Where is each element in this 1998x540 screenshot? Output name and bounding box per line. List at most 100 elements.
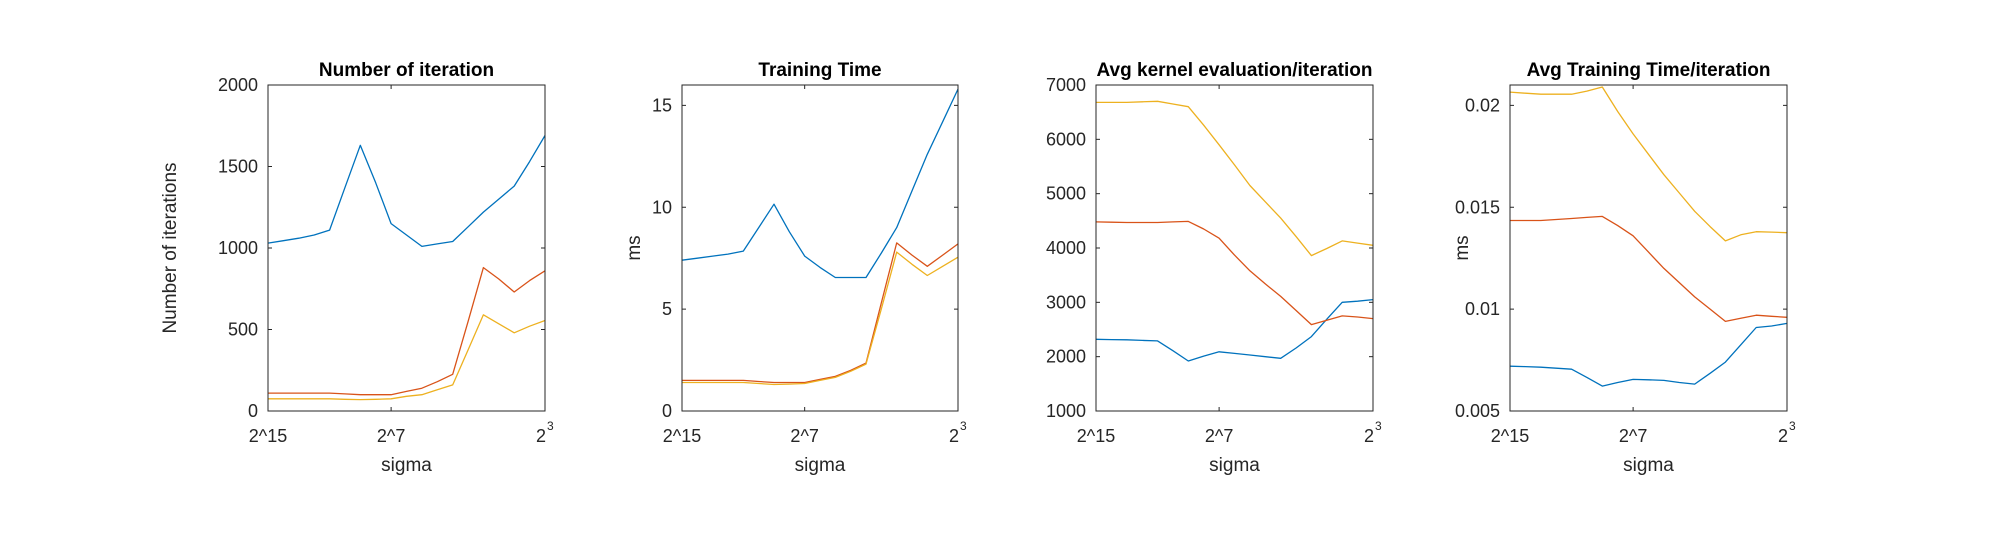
y-tick-label: 7000 [1046,75,1086,95]
y-tick-label: 0.015 [1455,197,1500,217]
x-tick-base: 2 [249,426,259,446]
x-tick-exp: 15 [267,426,287,446]
x-tick-exp: 7 [1637,426,1647,446]
x-tick-op: ^ [1087,426,1096,446]
x-tick-label: 2^7 [1205,426,1233,446]
y-tick-label: 1500 [218,157,258,177]
y-tick-label: 500 [228,320,258,340]
x-tick-label-text: 2^7 [1619,426,1647,446]
x-tick-label: 2^7 [1619,426,1647,446]
x-tick-label: 2^15 [249,426,288,446]
y-tick-label: 6000 [1046,129,1086,149]
y-axis-label: ms [1452,235,1473,260]
series-line-1 [1509,322,1788,387]
y-tick-label: 0 [248,401,258,421]
series-line-2 [268,266,546,396]
x-tick-label: 2^15 [663,426,702,446]
x-tick-label-text: 2^7 [377,426,405,446]
x-tick-base: 2 [1778,426,1788,446]
x-tick-exp: 7 [1223,426,1233,446]
series-line-2 [1510,215,1788,323]
x-tick-exp: 3 [1789,419,1796,433]
x-tick-label-text: 2^7 [790,426,818,446]
x-tick-label-text: 2^15 [249,426,288,446]
x-tick-label: 2^7 [377,426,405,446]
y-tick-label: 2000 [1046,347,1086,367]
y-tick-label: 0 [662,401,672,421]
axes-box [681,84,959,412]
x-tick-op: ^ [259,426,268,446]
x-axis-label: sigma [1623,455,1674,476]
y-tick-label: 0.02 [1465,95,1500,115]
chart-title: Training Time [758,60,881,81]
chart-title: Avg Training Time/iteration [1527,60,1771,81]
x-tick-base: 2 [949,426,959,446]
x-axis-label: sigma [381,455,432,476]
x-tick-label-text: 2^15 [1077,426,1116,446]
chart-title: Avg kernel evaluation/iteration [1097,60,1373,81]
x-tick-base: 2 [1205,426,1215,446]
x-tick-exp: 3 [1375,419,1382,433]
chart-title: Number of iteration [319,60,494,81]
y-axis-label: ms [624,235,645,260]
y-tick-label: 3000 [1046,292,1086,312]
x-tick-label-text: 2^7 [1205,426,1233,446]
series-line-3 [682,251,959,386]
series-line-2 [1095,220,1374,326]
x-tick-exp: 15 [1509,426,1529,446]
series-line-2 [682,242,959,384]
x-axis-label: sigma [1209,455,1260,476]
x-tick-base: 2 [790,426,800,446]
y-tick-label: 10 [652,197,672,217]
series-line-3 [1509,86,1788,242]
axes-box [1095,84,1374,412]
y-tick-label: 2000 [218,75,258,95]
x-tick-base: 2 [1491,426,1501,446]
axes-box [1509,84,1788,412]
y-tick-label: 5000 [1046,184,1086,204]
y-tick-label: 0.005 [1455,401,1500,421]
x-tick-op: ^ [800,426,809,446]
x-tick-base: 2 [663,426,673,446]
x-tick-label: 2^7 [790,426,818,446]
x-tick-op: ^ [1501,426,1510,446]
series-line-1 [681,88,959,279]
y-tick-label: 5 [662,299,672,319]
y-tick-label: 0.01 [1465,299,1500,319]
x-tick-base: 2 [536,426,546,446]
x-tick-op: ^ [1629,426,1638,446]
x-tick-exp: 3 [960,419,967,433]
x-tick-base: 2 [1077,426,1087,446]
x-tick-base: 2 [377,426,387,446]
x-tick-exp: 3 [547,419,554,433]
x-tick-label: 2^15 [1491,426,1530,446]
y-tick-label: 1000 [218,238,258,258]
x-tick-exp: 15 [681,426,701,446]
y-tick-label: 4000 [1046,238,1086,258]
x-tick-base: 2 [1364,426,1374,446]
y-tick-label: 15 [652,95,672,115]
axes-box [267,84,546,412]
y-axis-label: Number of iterations [160,162,181,333]
x-tick-op: ^ [673,426,682,446]
series-line-1 [1095,298,1374,362]
x-tick-exp: 7 [395,426,405,446]
x-tick-label: 2^15 [1077,426,1116,446]
x-tick-label-text: 2^15 [663,426,702,446]
series-line-3 [1096,100,1374,257]
x-tick-exp: 15 [1095,426,1115,446]
series-line-3 [268,314,546,401]
x-tick-base: 2 [1619,426,1629,446]
y-tick-label: 1000 [1046,401,1086,421]
x-tick-op: ^ [387,426,396,446]
series-line-1 [267,135,546,248]
